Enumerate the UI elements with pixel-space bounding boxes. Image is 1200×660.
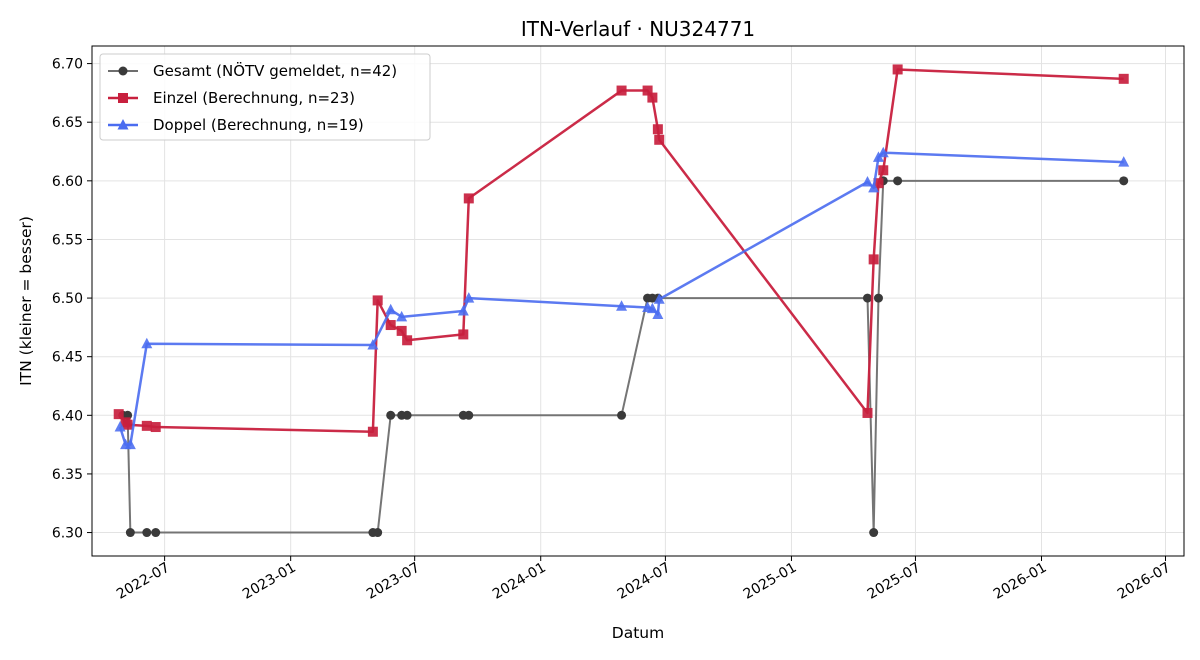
y-tick-label: 6.50 [52,291,83,307]
data-point-square [892,64,903,75]
y-tick-label: 6.30 [52,526,83,542]
data-point-square [1118,73,1129,84]
series-doppel [114,146,1130,450]
data-point-triangle [646,302,658,314]
y-tick-label: 6.70 [52,57,83,73]
data-point-square [396,325,407,336]
chart-title: ITN-Verlauf · NU324771 [521,17,755,41]
series-layer [113,64,1130,538]
data-point-triangle [877,146,889,158]
data-point-circle [873,293,883,303]
data-point-circle [373,528,383,538]
data-point-triangle [124,438,136,450]
data-point-triangle [396,310,408,322]
data-point-square [862,407,873,418]
series-gesamt [118,176,1129,538]
legend-item-einzel: Einzel (Berechnung, n=23) [108,89,355,107]
y-tick-label: 6.45 [52,350,83,366]
data-point-circle [869,528,879,538]
data-point-square [652,124,663,135]
data-point-square [647,92,658,103]
data-point-square [463,193,474,204]
plot-frame [91,45,1185,557]
data-point-circle [1119,176,1129,186]
legend-label: Einzel (Berechnung, n=23) [153,89,355,107]
data-point-triangle [385,303,397,315]
data-point-triangle [653,293,665,304]
data-point-circle [142,528,152,538]
data-point-square [873,178,884,189]
x-axis-label: Datum [612,624,664,642]
y-tick-label: 6.40 [52,408,83,424]
data-point-circle [125,528,135,538]
data-point-circle [617,410,627,420]
data-point-square [385,320,396,331]
data-point-triangle [463,292,475,303]
data-point-circle [118,66,128,76]
legend-box [99,53,431,141]
data-point-triangle [141,337,153,349]
data-point-square [113,409,124,420]
legend-label: Gesamt (NÖTV gemeldet, n=42) [153,61,397,80]
legend-item-gesamt: Gesamt (NÖTV gemeldet, n=42) [108,61,397,80]
data-point-square [150,422,161,433]
y-tick-label: 6.35 [52,467,83,483]
data-point-circle [402,410,412,420]
data-point-circle [893,176,903,186]
data-point-triangle [367,338,379,350]
data-point-square [642,85,653,96]
data-point-triangle [868,181,880,193]
data-point-square [122,419,133,430]
data-point-triangle [457,304,469,316]
y-tick-label: 6.65 [52,115,83,131]
y-axis-label: ITN (kleiner = besser) [17,216,35,386]
data-point-square [402,335,413,346]
data-point-square [372,295,383,306]
legend: Gesamt (NÖTV gemeldet, n=42) Einzel (Bere… [99,53,431,141]
data-point-triangle [652,308,664,319]
data-point-square [878,165,889,176]
data-point-circle [862,293,872,303]
data-point-square [458,329,469,340]
data-point-square [868,254,879,265]
y-tick-label: 6.60 [52,174,83,190]
data-point-triangle [1118,156,1130,167]
legend-item-doppel: Doppel (Berechnung, n=19) [108,116,364,134]
data-point-circle [464,410,474,420]
data-point-square [654,134,665,145]
data-point-triangle [114,421,126,432]
data-point-square [616,85,627,96]
data-point-square [118,93,128,103]
y-tick-label: 6.55 [52,232,83,248]
data-point-circle [386,410,396,420]
series-einzel [113,64,1129,437]
data-point-square [367,426,378,437]
data-point-triangle [616,300,628,311]
data-point-square [141,420,152,431]
data-point-triangle [117,119,129,130]
data-point-circle [151,528,161,538]
legend-label: Doppel (Berechnung, n=19) [153,116,364,134]
data-point-triangle [861,176,873,187]
